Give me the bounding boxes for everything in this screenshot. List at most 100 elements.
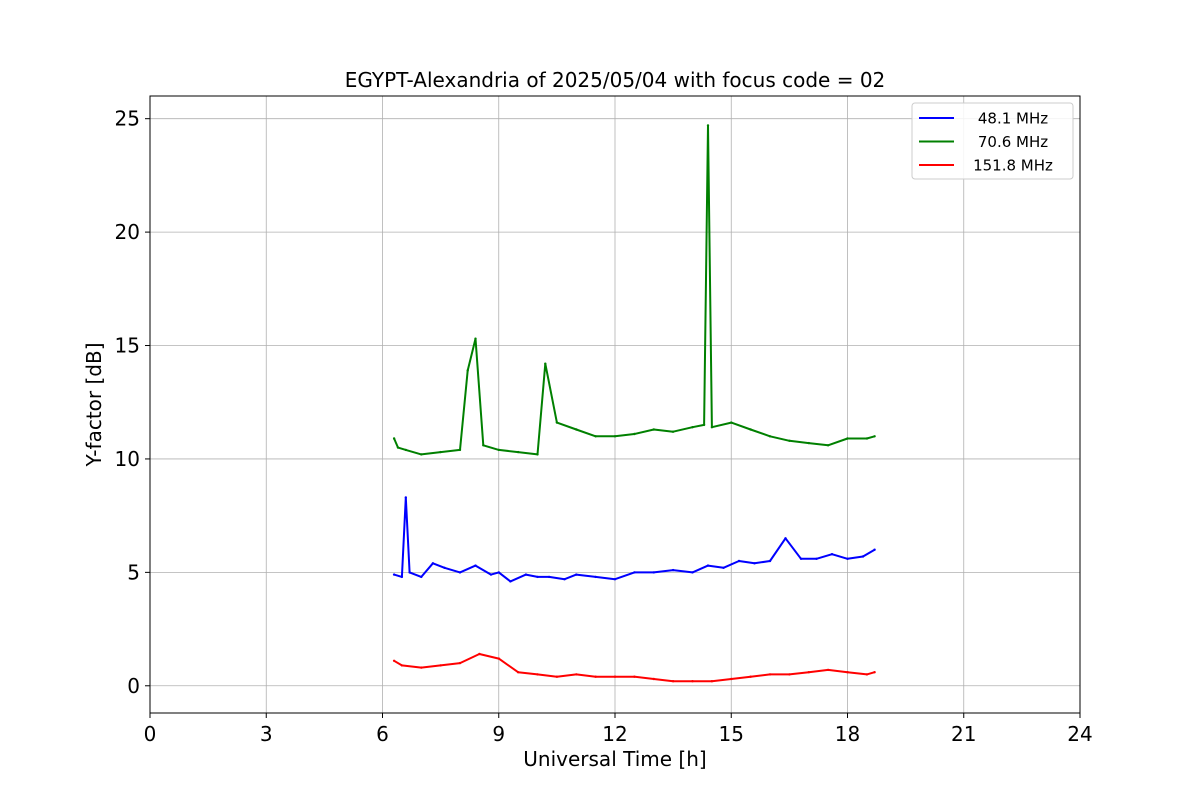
data-point	[408, 571, 411, 574]
data-point	[730, 677, 733, 681]
x-axis-label: Universal Time [h]	[523, 747, 706, 771]
x-tick-label: 12	[602, 722, 627, 746]
data-point	[466, 369, 469, 372]
data-point	[594, 435, 597, 438]
data-point	[873, 548, 876, 551]
x-tick-label: 6	[376, 722, 389, 746]
data-point	[392, 659, 396, 662]
data-point	[652, 571, 655, 574]
data-point	[691, 426, 694, 429]
series-group	[392, 496, 876, 583]
data-point	[575, 428, 578, 431]
data-point	[443, 566, 446, 569]
data-point	[536, 673, 539, 676]
data-point	[749, 428, 752, 431]
x-tick-label: 21	[951, 722, 976, 746]
data-point	[392, 437, 396, 440]
data-point	[706, 564, 710, 567]
data-point	[633, 675, 636, 678]
data-point	[555, 421, 559, 424]
data-point	[784, 537, 787, 540]
data-point	[404, 496, 407, 499]
data-point	[846, 557, 849, 560]
data-point	[671, 680, 675, 683]
data-point	[431, 562, 435, 565]
data-point	[826, 668, 830, 672]
data-point	[478, 652, 481, 656]
data-point	[594, 675, 597, 678]
data-point	[826, 444, 830, 447]
y-tick-label: 5	[127, 560, 140, 584]
data-point	[768, 673, 772, 676]
data-point	[671, 430, 675, 433]
legend-label: 48.1 MHz	[978, 110, 1048, 128]
data-point	[575, 573, 578, 576]
data-point	[865, 437, 869, 440]
data-point	[633, 432, 636, 436]
data-point	[768, 559, 772, 563]
data-point	[497, 448, 500, 452]
legend-label: 151.8 MHz	[973, 157, 1053, 175]
data-point	[474, 564, 477, 567]
data-point	[544, 362, 547, 365]
data-point	[710, 426, 714, 429]
y-tick-label: 25	[115, 107, 140, 131]
data-point	[830, 553, 834, 556]
data-point	[873, 435, 876, 438]
data-point	[846, 671, 849, 674]
data-point	[613, 578, 617, 581]
data-point	[710, 680, 714, 683]
data-point	[482, 444, 485, 447]
data-point	[807, 671, 810, 674]
data-point	[865, 673, 869, 676]
y-axis-label: Y-factor [dB]	[82, 342, 106, 467]
data-point	[516, 671, 520, 674]
legend-label: 70.6 MHz	[978, 133, 1048, 151]
data-point	[846, 437, 849, 440]
legend: 48.1 MHz 70.6 MHz 151.8 MHz	[911, 102, 1074, 180]
data-point	[807, 441, 810, 445]
chart-title: EGYPT-Alexandria of 2025/05/04 with focu…	[345, 68, 886, 92]
x-tick-label: 9	[492, 722, 505, 746]
data-point	[516, 450, 520, 454]
data-point	[404, 448, 407, 452]
data-point	[524, 573, 528, 576]
data-point	[458, 661, 462, 665]
y-tick-label: 0	[127, 674, 140, 698]
data-point	[691, 680, 694, 683]
data-point	[594, 575, 597, 579]
data-point	[420, 453, 423, 456]
data-point	[749, 675, 752, 678]
data-point	[613, 675, 617, 678]
data-point	[768, 435, 772, 438]
data-point	[420, 575, 423, 579]
data-point	[396, 446, 400, 449]
data-point	[497, 571, 500, 574]
x-tick-label: 0	[144, 722, 157, 746]
data-point	[873, 671, 876, 674]
data-point	[691, 571, 694, 574]
data-point	[652, 428, 655, 431]
data-point	[458, 448, 462, 452]
y-tick-label: 15	[115, 334, 140, 358]
x-tick-label: 15	[719, 722, 744, 746]
data-point	[861, 555, 865, 558]
data-point	[815, 557, 818, 560]
data-point	[474, 337, 477, 340]
data-point	[400, 575, 404, 579]
data-point	[439, 450, 442, 454]
data-point	[547, 575, 551, 579]
data-point	[722, 566, 725, 569]
data-point	[753, 562, 756, 565]
data-point	[555, 675, 559, 678]
data-point	[633, 571, 636, 574]
data-point	[706, 124, 710, 127]
data-point	[458, 571, 462, 574]
data-point	[788, 673, 791, 676]
x-tick-label: 18	[835, 722, 860, 746]
data-point	[613, 435, 617, 438]
data-point	[439, 664, 442, 667]
series-group	[392, 124, 876, 456]
y-tick-label: 20	[115, 220, 140, 244]
